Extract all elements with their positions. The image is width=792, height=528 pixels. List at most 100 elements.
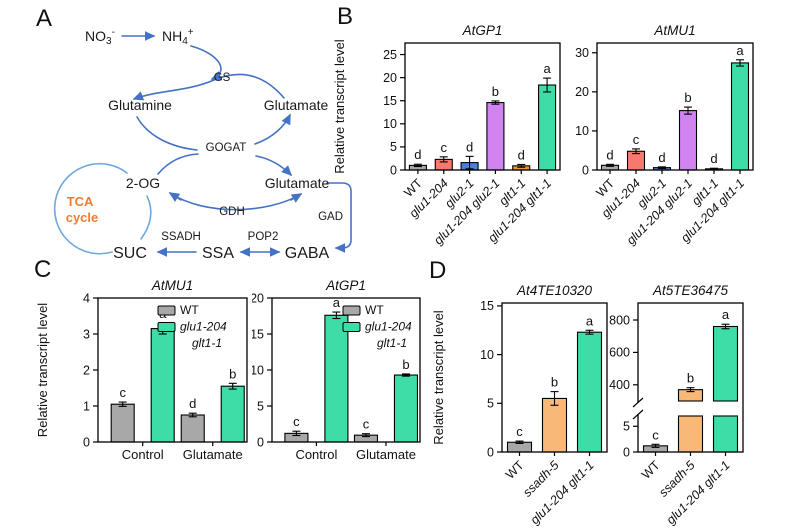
- x-category-label: Glutamate: [183, 447, 243, 462]
- bar-lower-glu1-204 glt1-1: [712, 415, 739, 453]
- bar-glu1-204 glu2-1: [486, 102, 505, 171]
- legend-label: WT: [365, 303, 384, 317]
- legend-swatch-glu1-204: [342, 322, 361, 332]
- y-tick-label: 20: [575, 85, 589, 99]
- tca-cycle-arc-right: [140, 195, 152, 240]
- node-nh4-sup: +: [188, 27, 194, 38]
- x-category-label: glu1-204 glt1-1: [664, 458, 733, 527]
- arrow-gogat-to-glutamate-top: [254, 113, 291, 145]
- legend-swatch-WT: [157, 305, 176, 316]
- node-gogat: GOGAT: [206, 142, 247, 154]
- x-category-label: WT: [639, 458, 663, 482]
- legend-label: glu1-204: [365, 320, 412, 334]
- sig-letter: a: [736, 43, 744, 58]
- sig-letter: c: [516, 424, 523, 439]
- y-tick-label: 5: [487, 397, 494, 411]
- y-tick-label: 30: [575, 46, 589, 60]
- y-axis-label: Relative transcript level: [35, 303, 50, 437]
- y-tick-label: 0: [623, 445, 630, 459]
- node-nh4-base: NH: [162, 28, 182, 44]
- arrow-glutamate-to-glutamine-gs: [132, 73, 285, 101]
- bar-Glutamate: [180, 414, 205, 443]
- bar-Control: [324, 314, 349, 443]
- sig-letter: a: [586, 313, 594, 328]
- sig-letter: c: [441, 140, 448, 155]
- chart-title: AtGP1: [462, 23, 503, 38]
- node-no3-sup: -: [112, 27, 115, 38]
- arrow-nh4-to-gs: [190, 45, 223, 81]
- sig-letter: d: [606, 147, 613, 162]
- node-nh4-sub: 4: [182, 36, 188, 47]
- chart-title: At5TE36475: [652, 283, 729, 298]
- nitrogen-pathway-diagram: NO3- NH4+ GS Glutamine Glutamate GOGAT 2-OG Glu…: [53, 27, 352, 262]
- sig-letter: d: [710, 151, 717, 166]
- node-ssadh: SSADH: [161, 231, 201, 243]
- chart-atgp1-treatment: c a c b 0 5 10 15 20 Control Glutamate AtGP1 WT glu1-…: [252, 278, 421, 462]
- arrow-gad-to-gaba: [326, 182, 352, 253]
- legend-label-line2: glt1-1: [377, 336, 407, 350]
- y-tick-label: 5: [257, 399, 264, 413]
- sig-letter: d: [466, 139, 473, 154]
- y-tick-label: 20: [252, 291, 264, 305]
- chart-title: AtMU1: [653, 23, 695, 38]
- sig-letter: d: [658, 150, 665, 165]
- plot-box: [404, 42, 561, 171]
- y-tick-label: 15: [480, 299, 494, 313]
- y-tick-label: 15: [383, 94, 397, 108]
- chart-title: AtMU1: [151, 278, 193, 293]
- node-tca_line1: TCA: [67, 194, 94, 209]
- y-tick-label: 0: [257, 435, 264, 449]
- panel-label-b: B: [337, 3, 354, 30]
- legend-label-line2: glt1-1: [192, 336, 222, 350]
- node-no3-sub: 3: [106, 36, 112, 47]
- axis-break-slash-bottom: [632, 409, 644, 420]
- bar-glu1-204 glu2-1: [678, 110, 698, 171]
- y-tick-label: 2: [83, 363, 90, 377]
- node-no3: NO3-: [85, 27, 115, 47]
- y-tick-label: 5: [623, 420, 630, 434]
- bar-upper-glu1-204 glt1-1: [712, 325, 739, 402]
- legend-swatch-WT: [342, 305, 361, 316]
- node-gdh: GDH: [219, 206, 245, 218]
- chart-atgp1-genotypes: d c dbda0510152025WTglu1-204glu2-1glu1-204…: [332, 23, 561, 248]
- arrow-gdh-to-2og: [168, 192, 182, 202]
- bar-ssadh-5: [541, 397, 568, 453]
- sig-letter: b: [492, 84, 499, 99]
- sig-letter: c: [652, 427, 659, 442]
- sig-letter: c: [363, 417, 370, 432]
- y-axis-label: Relative transcript level: [431, 310, 446, 444]
- x-category-label: WT: [503, 458, 527, 482]
- sig-letter: a: [333, 295, 341, 310]
- sig-letter: c: [633, 132, 640, 147]
- bar-glu1-204 glt1-1: [730, 62, 750, 171]
- y-axis-label: Relative transcript level: [332, 39, 347, 173]
- node-tca_line2: cycle: [66, 210, 99, 225]
- y-tick-label: 600: [609, 346, 630, 360]
- legend-label: WT: [180, 303, 199, 317]
- bar-glu1-204 glt1-1: [576, 331, 603, 453]
- chart-title: At4TE10320: [516, 283, 593, 298]
- y-tick-label: 10: [575, 124, 589, 138]
- tca-cycle-arc-left: [53, 162, 128, 255]
- sig-letter: d: [518, 147, 525, 162]
- sig-letter: b: [551, 375, 558, 390]
- sig-letter: b: [687, 371, 694, 386]
- sig-letter: b: [402, 357, 409, 372]
- legend-swatch-glu1-204: [157, 322, 176, 332]
- node-ssa: SSA: [202, 245, 234, 262]
- sig-letter: a: [722, 307, 730, 322]
- arrow-gogat-to-glutamate-bottom: [255, 155, 293, 177]
- y-tick-label: 10: [252, 363, 264, 377]
- y-tick-label: 20: [383, 71, 397, 85]
- x-category-label: Control: [295, 447, 337, 462]
- node-glutamate_top: Glutamate: [264, 97, 329, 113]
- bar-Glutamate: [393, 374, 419, 443]
- node-glutamate_bottom: Glutamate: [265, 175, 330, 191]
- x-category-label: Control: [122, 447, 164, 462]
- line-2og-to-gogat: [157, 153, 199, 175]
- panel-label-c: C: [34, 256, 52, 283]
